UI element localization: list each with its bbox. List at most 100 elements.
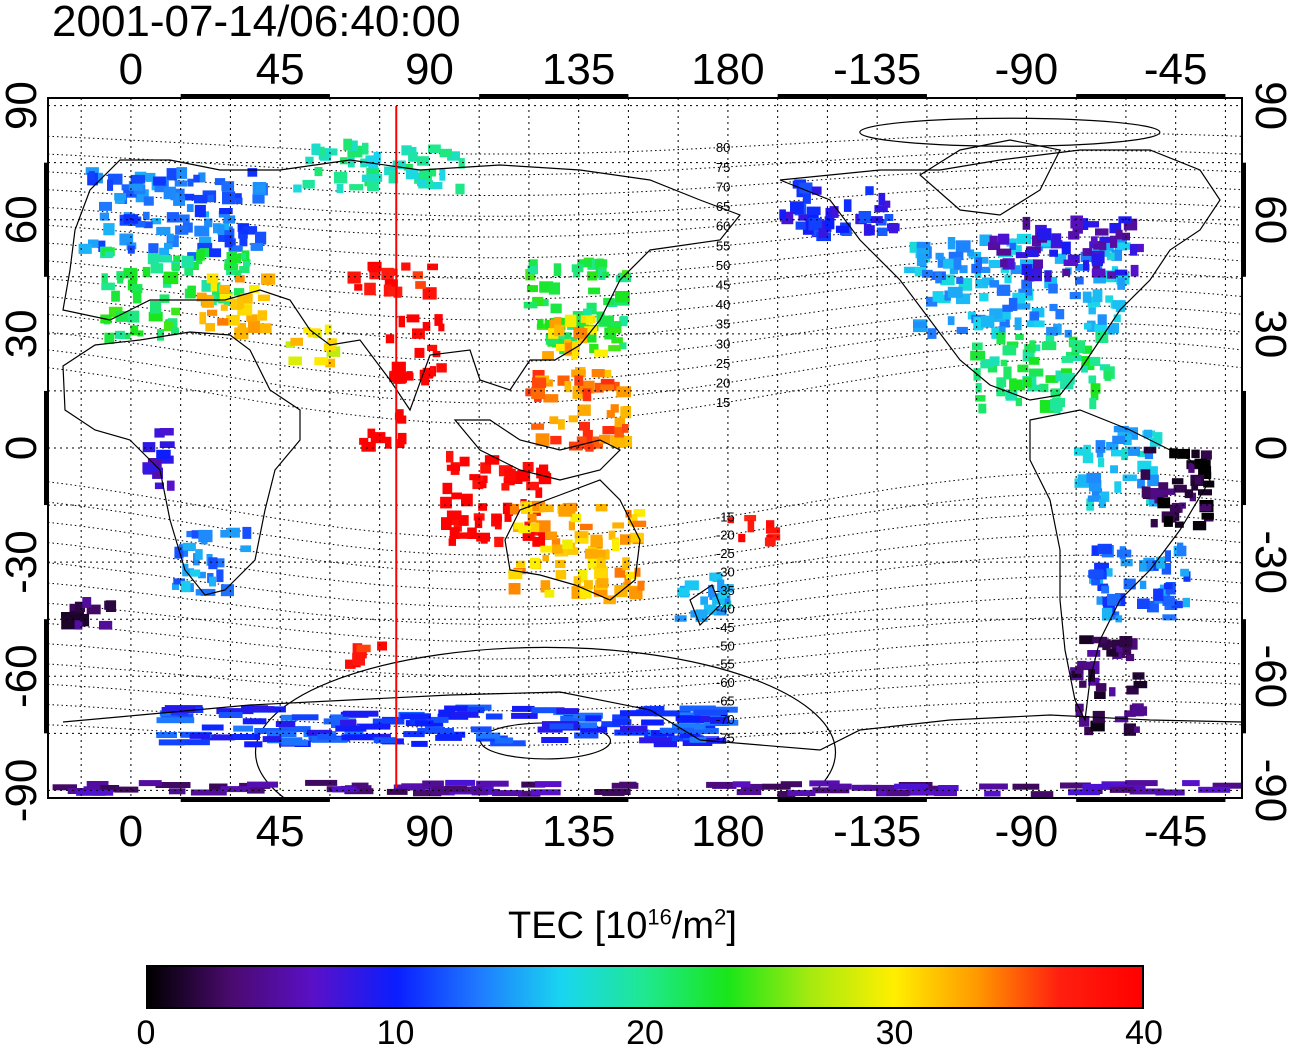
tec-cell-australia [539, 504, 554, 513]
tec-cell-ne-america [1107, 271, 1116, 279]
tec-cell-siberia [348, 140, 358, 152]
tec-cell-north-america [979, 266, 991, 273]
tec-cell-south-atlantic [74, 620, 83, 630]
tec-cell-ne-america [996, 248, 1012, 256]
frame-tick-top [777, 94, 927, 99]
tec-cell-south-america-north [1112, 435, 1126, 444]
tec-cell-antarctic-ring [710, 717, 728, 724]
tec-cell-mediterranean-east [210, 279, 218, 292]
tec-cell-europe-central [201, 280, 214, 292]
tec-cell-siberia [367, 174, 383, 182]
tec-cell-north-america [955, 240, 971, 253]
tec-cell-east-asia [542, 299, 549, 307]
tec-cell-north-america [916, 241, 931, 249]
tec-cell-north-america [1002, 304, 1013, 312]
tec-cell-antarctic-ring [372, 718, 405, 725]
tec-cell-south-asia [385, 334, 395, 344]
tec-cell-indonesia [474, 516, 483, 529]
tec-cell-south-america-north [1143, 429, 1153, 439]
tec-cell-antarctic-edge [247, 787, 265, 794]
tec-cell-antarctic-ring [653, 741, 677, 748]
magnetic-latitude-label: -65 [716, 694, 735, 709]
tec-cell-europe-north [88, 171, 95, 180]
tec-cell-central-america [1015, 397, 1022, 407]
tec-cell-brazil-east [1191, 449, 1200, 459]
tec-cell-north-america [1107, 326, 1116, 335]
tec-cell-middle-east [313, 331, 322, 339]
tec-cell-africa-west [159, 441, 175, 448]
tec-cell-brazil-east [1200, 450, 1212, 460]
colorbar-tick-label: 30 [875, 1014, 914, 1052]
tec-cell-europe-north [145, 172, 156, 182]
tec-cell-patagonia [1133, 726, 1140, 733]
tec-cell-central-america [1061, 372, 1075, 385]
tec-cell-antarctic-ring [329, 714, 349, 721]
tec-cell-central-america [1045, 375, 1059, 383]
tec-cell-south-america-central [1097, 543, 1112, 555]
tec-cell-australia [544, 589, 555, 598]
tec-cell-ne-america [1129, 244, 1138, 256]
coast-antarctica [62, 691, 1242, 751]
tec-cell-north-america [937, 295, 951, 304]
tec-cell-europe-south [130, 325, 139, 336]
tec-cell-europe-north [213, 223, 221, 234]
tec-cell-south-america-north [1123, 434, 1132, 446]
coast-north-america [779, 149, 1221, 401]
tec-cell-indian-south [352, 652, 365, 666]
tec-cell-south-america-north [1086, 472, 1102, 483]
tec-cell-north-america [1111, 249, 1122, 261]
tec-cell-europe-central [171, 263, 180, 271]
tec-cell-south-america-north [1101, 491, 1110, 502]
tec-cell-europe-south [104, 332, 115, 344]
tec-cell-australia [577, 569, 588, 583]
tec-cell-pacific-west [599, 434, 611, 444]
tec-cell-ne-america [1063, 259, 1079, 266]
tec-cell-siberia [302, 179, 315, 189]
tec-cell-south-asia [389, 372, 397, 383]
tec-cell-antarctic-ring [411, 740, 428, 747]
tec-cell-south-america-north [1113, 425, 1129, 433]
tec-cell-north-america [1112, 300, 1126, 309]
tec-cell-antarctic-ring [216, 708, 254, 715]
tec-cell-south-america-central [1176, 545, 1187, 557]
tec-cell-antarctic-ring [281, 739, 308, 746]
tec-cell-europe-central [123, 268, 137, 279]
magnetic-latitude-label: 65 [716, 199, 730, 214]
tec-cell-indian-south [377, 641, 387, 651]
tec-cell-antarctic-ring [612, 714, 630, 721]
tec-cell-antarctic-edge [393, 784, 425, 791]
tec-cell-pacific-south [738, 533, 746, 543]
tec-cell-north-america [940, 274, 955, 286]
tec-cell-east-asia [604, 327, 617, 340]
tec-cell-antarctic-ring [672, 723, 706, 730]
tec-cell-europe-north [163, 186, 176, 200]
tec-cell-antarctic-edge [979, 783, 1008, 790]
tec-cell-australia [516, 560, 526, 568]
tec-cell-siberia [417, 179, 426, 187]
tec-cell-east-asia [571, 264, 584, 273]
frame-tick-top [1076, 94, 1226, 99]
tec-cell-south-america-central [1163, 583, 1173, 590]
magnetic-latitude-label: 40 [716, 297, 730, 312]
magnetic-latitude-contour [48, 253, 1242, 300]
latitude-tick-label-left: -60 [0, 644, 46, 708]
tec-cell-ne-america [1031, 235, 1041, 246]
tec-cell-south-america-north [1144, 452, 1154, 460]
tec-cell-pacific-west [602, 369, 612, 378]
tec-cell-brazil-east [1194, 458, 1208, 468]
tec-cell-pacific-west [535, 433, 550, 446]
tec-cell-brazil-east [1171, 478, 1184, 485]
tec-cell-antarctic-edge [114, 786, 139, 793]
tec-cell-alaska [808, 217, 822, 231]
tec-cell-europe-central [117, 273, 124, 284]
tec-cell-australia [555, 570, 567, 580]
tec-cell-antarctic-ring [511, 712, 538, 719]
colorbar-title: TEC [1016/m2] [508, 904, 737, 947]
tec-cell-central-america [996, 384, 1004, 396]
tec-cell-europe-north [193, 174, 200, 183]
colorbar-tick-label: 0 [136, 1014, 156, 1052]
tec-cell-south-atlantic [74, 601, 85, 613]
tec-cell-south-america-central [1162, 595, 1175, 606]
tec-cell-antarctic-ring [682, 740, 713, 746]
tec-cell-siberia [439, 168, 446, 181]
